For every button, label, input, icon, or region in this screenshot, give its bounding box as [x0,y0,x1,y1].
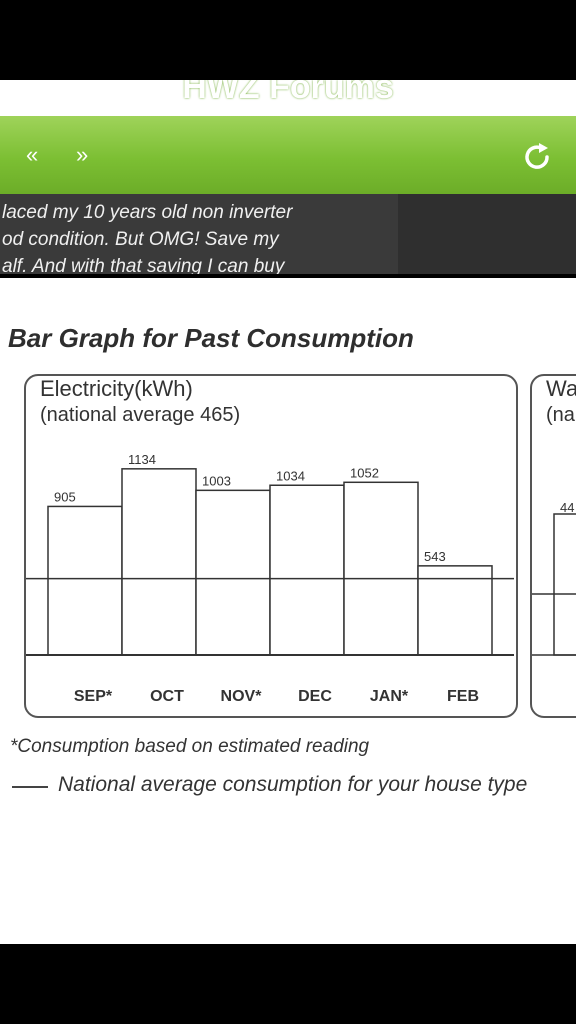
chart-bar [47,505,123,656]
post-column [0,194,398,274]
consumption-bar-chart: 905 SEP* 1134 OCT 1003 NOV* 1034 DEC 1052 JAN* 543… [26,452,514,705]
chart-footnote: *Consumption based on estimated reading [10,736,370,757]
bar-value-label: 1003 [202,473,231,488]
bar-value-label: 905 [54,489,76,504]
water-chart-fragment [532,513,576,656]
back-icon[interactable]: « [26,142,39,167]
forum-post-preview: laced my 10 years old non inverter od co… [0,194,576,274]
x-tick-label: NOV* [221,688,263,705]
x-tick-label: SEP* [74,688,113,705]
electricity-panel [24,374,518,718]
bill-image: Bar Graph for Past Consumption Electrici… [0,278,576,944]
chart-heading: Bar Graph for Past Consumption [8,323,414,353]
bar-value-label: 1052 [350,465,379,480]
app-title: HWZ Forums [182,80,394,106]
forward-icon[interactable]: » [76,142,89,167]
chart-bar [195,489,271,656]
legend-line [12,786,48,788]
chart-subtitle: (national average 465) [40,404,241,426]
title-strip: HWZ Forums [0,80,576,116]
status-bar [0,0,576,80]
bar-value-label: 1134 [128,452,156,467]
refresh-icon[interactable] [520,140,554,174]
post-text-line: laced my 10 years old non inverter [2,202,293,223]
water-panel-subtitle: (na [546,404,575,426]
chart-bar [121,468,197,656]
x-tick-label: DEC [298,688,332,705]
chart-bar [343,481,419,656]
navigation-bar [0,116,576,194]
water-panel-title: Wa [546,376,576,401]
x-tick-label: JAN* [370,688,409,705]
water-value-label: 44 [560,500,575,515]
water-panel [530,374,576,718]
legend-label: National average consumption for your ho… [58,773,528,796]
post-text-line: od condition. But OMG! Save my [2,229,279,250]
chart-title: Electricity(kWh) [40,376,193,401]
bar-value-label: 1034 [276,468,305,483]
post-text-line: alf. And with that saving I can buy [2,256,285,274]
x-tick-label: OCT [150,688,184,705]
bottom-bar [0,944,576,1024]
x-tick-label: FEB [447,688,479,705]
bar-value-label: 543 [424,549,446,564]
chart-bar [269,484,345,656]
